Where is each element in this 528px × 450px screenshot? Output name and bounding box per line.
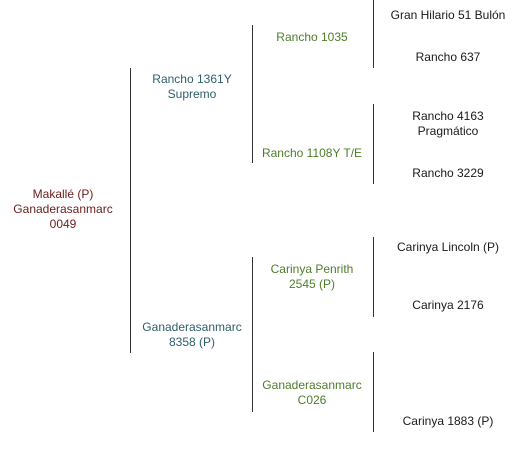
- sire-name-line1: Rancho 1361Y: [152, 72, 232, 86]
- ggp-3-name-line2: Pragmático: [417, 124, 479, 138]
- great-grandparent-4[interactable]: Rancho 3229: [412, 166, 483, 181]
- dam-sire[interactable]: Carinya Penrith 2545 (P): [271, 262, 354, 292]
- subject-name-line3: 0049: [49, 217, 77, 231]
- dam-dam-name-line1: Ganaderasanmarc: [262, 378, 362, 392]
- sire-sire-name: Rancho 1035: [276, 30, 348, 44]
- connector-sire-sire: [373, 0, 374, 68]
- sire[interactable]: Rancho 1361Y Supremo: [152, 72, 231, 102]
- dam[interactable]: Ganaderasanmarc 8358 (P): [142, 320, 241, 350]
- dam-sire-name-line1: Carinya Penrith: [270, 262, 354, 276]
- ggp-4-name: Rancho 3229: [412, 166, 484, 180]
- great-grandparent-6[interactable]: Carinya 2176: [412, 298, 483, 313]
- ggp-3-name-line1: Rancho 4163: [412, 109, 484, 123]
- connector-sire: [252, 25, 253, 163]
- connector-dam-dam: [373, 352, 374, 432]
- sire-sire[interactable]: Rancho 1035: [276, 30, 347, 45]
- connector-sire-dam: [373, 104, 374, 184]
- sire-dam[interactable]: Rancho 1108Y T/E: [262, 146, 362, 161]
- sire-name-line2: Supremo: [167, 87, 217, 101]
- subject-name-line2: Ganaderasanmarc: [13, 202, 113, 216]
- dam-sire-name-line2: 2545 (P): [288, 277, 336, 291]
- dam-name-line1: Ganaderasanmarc: [142, 320, 242, 334]
- ggp-2-name: Rancho 637: [415, 50, 481, 64]
- dam-dam[interactable]: Ganaderasanmarc C026: [262, 378, 361, 408]
- sire-dam-name: Rancho 1108Y T/E: [261, 146, 363, 160]
- great-grandparent-1[interactable]: Gran Hilario 51 Bulón: [391, 8, 506, 23]
- subject-name-line1: Makallé (P): [32, 187, 94, 201]
- great-grandparent-2[interactable]: Rancho 637: [416, 50, 481, 65]
- ggp-6-name: Carinya 2176: [412, 298, 484, 312]
- great-grandparent-3[interactable]: Rancho 4163 Pragmático: [412, 109, 483, 139]
- subject-animal[interactable]: Makallé (P) Ganaderasanmarc 0049: [13, 187, 112, 232]
- ggp-8-name: Carinya 1883 (P): [402, 414, 494, 428]
- ggp-1-name: Gran Hilario 51 Bulón: [390, 8, 506, 22]
- great-grandparent-5[interactable]: Carinya Lincoln (P): [397, 240, 499, 255]
- connector-dam: [252, 257, 253, 412]
- dam-name-line2: 8358 (P): [168, 335, 216, 349]
- connector-gen0: [130, 68, 131, 353]
- ggp-5-name: Carinya Lincoln (P): [396, 240, 500, 254]
- dam-dam-name-line2: C026: [297, 393, 327, 407]
- connector-dam-sire: [373, 237, 374, 317]
- great-grandparent-8[interactable]: Carinya 1883 (P): [403, 414, 494, 429]
